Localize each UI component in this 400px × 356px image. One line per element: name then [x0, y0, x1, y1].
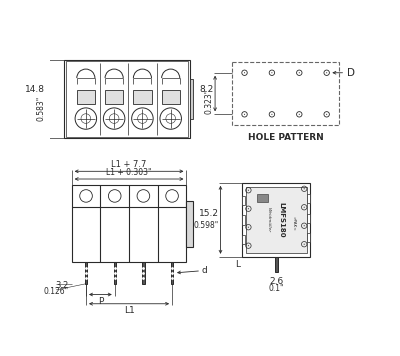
Bar — [64, 60, 190, 138]
Bar — [257, 194, 268, 201]
Text: L1 + 7.7: L1 + 7.7 — [111, 160, 147, 169]
Circle shape — [304, 207, 305, 208]
Text: d: d — [202, 266, 208, 275]
Text: 2.6: 2.6 — [269, 277, 284, 286]
Text: 0.323": 0.323" — [204, 88, 214, 114]
Bar — [242, 235, 245, 244]
Bar — [242, 215, 245, 225]
Text: L1: L1 — [124, 306, 134, 315]
Circle shape — [244, 114, 245, 115]
Bar — [142, 262, 144, 284]
Circle shape — [304, 225, 305, 226]
Bar — [190, 79, 193, 119]
Circle shape — [299, 114, 300, 115]
Text: 0.1": 0.1" — [268, 284, 284, 293]
Bar — [162, 89, 180, 104]
Circle shape — [299, 72, 300, 73]
Circle shape — [244, 72, 245, 73]
Bar — [242, 196, 245, 205]
Text: 0.598": 0.598" — [194, 221, 219, 230]
Bar — [66, 61, 188, 137]
Text: D: D — [347, 68, 355, 78]
Circle shape — [304, 244, 305, 245]
Bar — [133, 89, 152, 104]
Text: Weidmüller: Weidmüller — [266, 207, 270, 232]
Text: 0.583": 0.583" — [36, 96, 45, 121]
Circle shape — [248, 227, 249, 228]
Bar — [246, 187, 306, 253]
Text: >PAK<: >PAK< — [291, 216, 295, 231]
Text: P: P — [98, 297, 103, 306]
Bar — [186, 200, 193, 247]
Text: 14.8: 14.8 — [25, 85, 45, 94]
Circle shape — [248, 208, 249, 209]
Circle shape — [326, 72, 327, 73]
Bar — [114, 262, 116, 284]
Circle shape — [271, 72, 272, 73]
Text: 8.2: 8.2 — [199, 85, 214, 94]
Text: LMFS180: LMFS180 — [279, 202, 285, 238]
Bar — [171, 262, 173, 284]
Circle shape — [326, 114, 327, 115]
Bar — [232, 62, 339, 125]
Text: 15.2: 15.2 — [199, 209, 219, 219]
Circle shape — [248, 245, 249, 246]
Bar — [105, 89, 123, 104]
Bar — [77, 89, 95, 104]
Bar — [275, 257, 278, 272]
Circle shape — [248, 190, 249, 191]
Circle shape — [271, 114, 272, 115]
Bar — [85, 262, 87, 284]
Bar — [307, 214, 310, 223]
Bar — [307, 233, 310, 242]
Text: 0.126": 0.126" — [44, 287, 69, 296]
Bar — [72, 185, 186, 262]
Circle shape — [304, 188, 305, 189]
Bar — [307, 194, 310, 203]
Text: L1 + 0.303": L1 + 0.303" — [106, 168, 152, 177]
Bar — [242, 183, 310, 257]
Text: 3.2: 3.2 — [55, 281, 69, 290]
Text: HOLE PATTERN: HOLE PATTERN — [248, 133, 324, 142]
Text: L: L — [235, 260, 240, 269]
